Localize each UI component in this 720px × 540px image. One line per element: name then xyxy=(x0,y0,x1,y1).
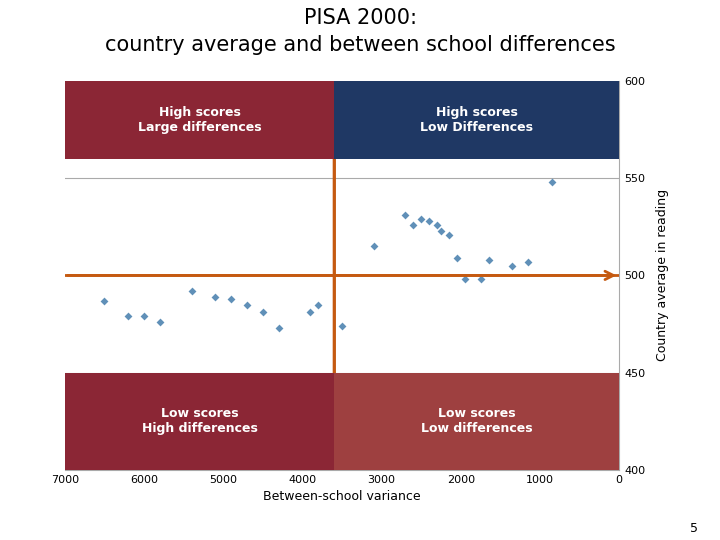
Point xyxy=(154,318,166,326)
Point xyxy=(312,300,324,309)
Point xyxy=(415,215,427,224)
Point xyxy=(435,226,446,235)
Point xyxy=(332,436,344,445)
Point xyxy=(138,312,150,321)
Y-axis label: Country average in reading: Country average in reading xyxy=(657,190,670,361)
Point xyxy=(443,230,455,239)
Point xyxy=(225,294,237,303)
Text: country average and between school differences: country average and between school diffe… xyxy=(104,35,616,55)
Point xyxy=(210,293,221,301)
Point xyxy=(320,423,332,431)
Bar xyxy=(334,81,619,159)
Point xyxy=(408,220,419,229)
Point xyxy=(186,287,197,295)
X-axis label: Between-school variance: Between-school variance xyxy=(264,490,420,503)
Point xyxy=(482,255,494,264)
Bar xyxy=(65,373,334,470)
Point xyxy=(273,323,284,332)
Point xyxy=(423,217,435,225)
Point xyxy=(336,322,348,330)
Text: High scores
Low Differences: High scores Low Differences xyxy=(420,106,533,134)
Text: PISA 2000:: PISA 2000: xyxy=(304,8,416,28)
Text: Low scores
Low differences: Low scores Low differences xyxy=(420,407,533,435)
Point xyxy=(507,261,518,270)
Point xyxy=(368,242,379,251)
Text: Low scores
High differences: Low scores High differences xyxy=(142,407,257,435)
Point xyxy=(99,296,110,305)
Point xyxy=(305,308,316,316)
Point xyxy=(241,300,253,309)
Point xyxy=(451,254,463,262)
Point xyxy=(459,275,471,284)
Point xyxy=(523,258,534,266)
Point xyxy=(546,178,558,186)
Text: High scores
Large differences: High scores Large differences xyxy=(138,106,261,134)
Point xyxy=(431,220,443,229)
Point xyxy=(122,312,134,321)
Text: 5: 5 xyxy=(690,522,698,535)
Point xyxy=(257,308,269,316)
Point xyxy=(475,275,487,284)
Bar xyxy=(65,81,334,159)
Point xyxy=(400,211,411,219)
Bar xyxy=(334,373,619,470)
